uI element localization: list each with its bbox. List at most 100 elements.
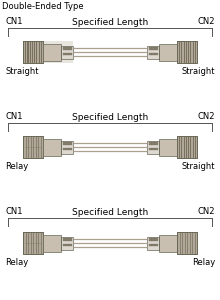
Bar xyxy=(63,47,66,50)
Bar xyxy=(184,136,185,158)
Bar xyxy=(23,41,73,63)
Text: Specified Length: Specified Length xyxy=(72,208,148,217)
Bar xyxy=(66,142,69,145)
Text: Specified Length: Specified Length xyxy=(72,18,148,27)
Text: Straight: Straight xyxy=(5,67,38,76)
Bar xyxy=(28,232,29,254)
Bar xyxy=(63,148,66,150)
Bar xyxy=(69,47,72,50)
Bar xyxy=(23,136,24,158)
Bar xyxy=(179,136,180,158)
Bar xyxy=(41,136,42,158)
Text: Relay: Relay xyxy=(192,258,215,267)
Bar xyxy=(23,136,43,158)
Bar xyxy=(28,136,29,158)
Bar xyxy=(23,41,24,63)
Bar xyxy=(26,232,27,254)
Bar xyxy=(192,232,193,254)
Bar xyxy=(195,41,196,63)
Text: CN2: CN2 xyxy=(198,112,215,121)
Bar xyxy=(30,41,31,63)
Bar xyxy=(69,244,72,246)
Bar xyxy=(36,232,37,254)
Bar xyxy=(66,148,69,150)
Bar xyxy=(66,244,69,246)
Bar xyxy=(149,238,152,241)
Bar xyxy=(26,136,27,158)
Bar xyxy=(195,136,196,158)
Bar xyxy=(66,53,69,55)
Text: Relay: Relay xyxy=(5,162,28,171)
Bar xyxy=(43,139,61,155)
Bar xyxy=(177,136,197,158)
Bar xyxy=(23,41,43,63)
Bar xyxy=(61,236,73,250)
Text: Specified Length: Specified Length xyxy=(72,113,148,122)
Bar xyxy=(147,140,159,154)
Bar xyxy=(63,244,66,246)
Bar xyxy=(187,232,188,254)
Bar xyxy=(152,244,155,246)
Bar xyxy=(159,235,177,251)
Bar xyxy=(180,232,181,254)
Bar xyxy=(147,236,159,250)
Bar xyxy=(33,232,34,254)
Bar xyxy=(38,232,39,254)
Bar xyxy=(34,41,35,63)
Bar xyxy=(23,41,43,63)
Bar xyxy=(32,41,33,63)
Bar xyxy=(41,232,42,254)
Text: Straight: Straight xyxy=(182,67,215,76)
Bar xyxy=(195,232,196,254)
Bar xyxy=(63,53,66,55)
Bar xyxy=(152,53,155,55)
Text: CN1: CN1 xyxy=(5,207,22,216)
Text: Double-Ended Type: Double-Ended Type xyxy=(2,2,84,11)
Bar xyxy=(155,244,158,246)
Bar xyxy=(149,244,152,246)
Text: CN1: CN1 xyxy=(5,17,22,26)
Bar xyxy=(69,238,72,241)
Bar xyxy=(152,238,155,241)
Bar xyxy=(177,41,197,63)
Bar xyxy=(69,148,72,150)
Bar xyxy=(188,136,189,158)
Bar xyxy=(33,136,34,158)
Bar xyxy=(159,44,177,61)
Bar xyxy=(66,238,69,241)
Text: Relay: Relay xyxy=(5,258,28,267)
Bar xyxy=(28,41,29,63)
Bar xyxy=(190,232,191,254)
Bar xyxy=(159,139,177,155)
Bar xyxy=(193,41,194,63)
Bar xyxy=(69,142,72,145)
Bar xyxy=(69,53,72,55)
Text: CN2: CN2 xyxy=(198,17,215,26)
Bar xyxy=(23,232,43,254)
Bar xyxy=(66,47,69,50)
Bar xyxy=(43,44,61,61)
Bar xyxy=(38,136,39,158)
Bar xyxy=(188,41,189,63)
Bar xyxy=(177,136,197,158)
Bar xyxy=(179,41,180,63)
Bar xyxy=(149,148,152,150)
Bar xyxy=(186,136,187,158)
Bar xyxy=(185,232,186,254)
Bar xyxy=(147,46,159,59)
Bar xyxy=(31,232,32,254)
Bar xyxy=(31,136,32,158)
Bar xyxy=(177,41,178,63)
Bar xyxy=(177,136,178,158)
Text: CN2: CN2 xyxy=(198,207,215,216)
Bar xyxy=(177,232,178,254)
Bar xyxy=(193,136,194,158)
Bar xyxy=(186,41,187,63)
Bar xyxy=(177,41,197,63)
Text: Straight: Straight xyxy=(182,162,215,171)
Bar xyxy=(23,232,24,254)
Bar xyxy=(155,148,158,150)
Bar xyxy=(152,47,155,50)
Bar xyxy=(61,140,73,154)
Bar xyxy=(23,232,43,254)
